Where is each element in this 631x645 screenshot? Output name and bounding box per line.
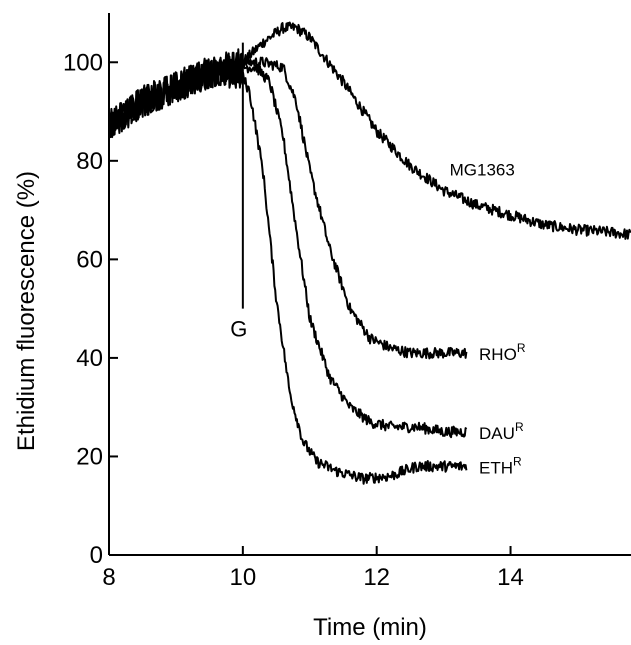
series-layer bbox=[108, 21, 631, 485]
series-label-daur: DAUR bbox=[479, 420, 524, 443]
series-line-ethr bbox=[108, 58, 468, 485]
axes: 0 20 40 60 80 100 8 10 12 14 bbox=[63, 13, 631, 591]
series-label-ethr: ETHR bbox=[479, 454, 522, 477]
y-tick-label: 60 bbox=[76, 246, 103, 273]
y-tick-label: 80 bbox=[76, 148, 103, 175]
annotation-layer: G bbox=[230, 42, 247, 342]
y-tick-label: 20 bbox=[76, 443, 103, 470]
glucose-addition-label: G bbox=[230, 317, 247, 342]
y-tick-label: 0 bbox=[90, 542, 103, 569]
x-tick-label: 8 bbox=[102, 564, 115, 591]
series-label-rhor: RHOR bbox=[479, 341, 526, 364]
series-line-mg1363 bbox=[108, 21, 631, 240]
x-tick-label: 12 bbox=[363, 564, 390, 591]
y-tick-label: 40 bbox=[76, 345, 103, 372]
y-axis-title: Ethidium fluorescence (%) bbox=[13, 171, 40, 451]
series-line-daur bbox=[108, 52, 468, 439]
series-label-mg1363: MG1363 bbox=[450, 161, 515, 180]
x-tick-label: 10 bbox=[229, 564, 256, 591]
x-tick-label: 14 bbox=[497, 564, 524, 591]
series-labels: MG1363 RHOR DAUR ETHR bbox=[450, 161, 526, 478]
series-line-rhor bbox=[108, 48, 468, 360]
x-axis-title: Time (min) bbox=[313, 614, 427, 641]
y-tick-label: 100 bbox=[63, 49, 103, 76]
